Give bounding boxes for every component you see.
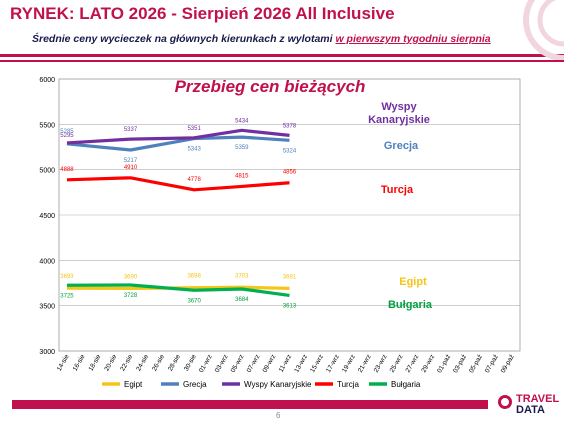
decorative-globe-icon [523, 0, 564, 60]
page-title: RYNEK: LATO 2026 - Sierpień 2026 All Inc… [10, 4, 395, 23]
data-label: 3703 [235, 273, 249, 279]
chart-title: Przebieg cen bieżących [175, 77, 366, 96]
x-tick-label: 26-sie [151, 353, 166, 372]
x-tick-label: 18-sie [88, 353, 103, 372]
x-tick-label: 03-wrz [214, 354, 230, 374]
x-tick-label: 20-sie [103, 353, 118, 372]
logo-line1: TRAVEL [516, 393, 560, 405]
x-tick-label: 09-paź [500, 354, 516, 375]
data-label: 3725 [60, 293, 74, 299]
header-rule-top [0, 54, 564, 57]
data-label: 4856 [283, 170, 297, 176]
legend: Egipt Grecja Wyspy Kanaryjskie Turcja Bułgar… [102, 380, 421, 389]
footer-bar [12, 400, 488, 409]
logo-ring-icon [498, 395, 512, 409]
x-tick-label: 25-wrz [389, 354, 405, 374]
legend-label: Bułgaria [391, 380, 421, 389]
x-tick-label: 15-wrz [309, 354, 325, 374]
page-subtitle: Średnie ceny wycieczek na głównych kieru… [32, 33, 491, 45]
data-label: 5351 [187, 126, 201, 132]
data-label: 3690 [124, 274, 138, 280]
series-side-label: Bułgaria [388, 299, 433, 311]
x-tick-label: 13-wrz [293, 354, 309, 374]
data-label: 3670 [187, 298, 201, 304]
y-tick-label: 5000 [39, 168, 55, 175]
y-tick-label: 3500 [39, 304, 55, 311]
page-number: 6 [276, 411, 281, 420]
x-tick-label: 22-sie [119, 353, 134, 372]
header-rule-bottom [0, 60, 564, 62]
x-tick-label: 11-wrz [278, 354, 294, 374]
x-tick-label: 29-wrz [420, 354, 436, 374]
x-tick-label: 03-paź [452, 354, 468, 375]
x-tick-label: 01-wrz [198, 354, 214, 374]
data-label: 3613 [283, 303, 297, 309]
travel-data-logo: TRAVEL DATA [498, 393, 560, 419]
x-tick-label: 17-wrz [325, 354, 341, 374]
gridlines [59, 124, 520, 306]
series-line-Wyspy Kanaryjskie [66, 128, 290, 145]
x-tick-label: 14-sie [56, 353, 71, 372]
data-label: 3693 [60, 274, 74, 280]
x-tick-label: 07-paź [484, 353, 500, 374]
x-tick-label: 19-wrz [341, 354, 357, 374]
data-label: 5378 [283, 123, 297, 129]
y-tick-label: 5500 [39, 122, 55, 129]
data-label: 4910 [124, 165, 138, 171]
x-tick-label: 30-sie [183, 353, 198, 372]
data-label: 4888 [60, 167, 74, 173]
series-side-labels: Egipt Grecja Wyspy Kanaryjskie Turcja Bułgari… [368, 101, 433, 311]
x-tick-label: 27-wrz [405, 354, 421, 374]
x-tick-label: 16-sie [72, 353, 87, 372]
x-tick-label: 21-wrz [357, 354, 373, 374]
x-tick-label: 01-paź [436, 354, 452, 375]
x-tick-label: 23-wrz [373, 354, 389, 374]
data-label: 4778 [187, 177, 201, 183]
series-line-Egipt [66, 285, 290, 291]
series-line-Bułgaria [66, 283, 290, 298]
legend-label: Turcja [337, 380, 359, 389]
series-side-label: Grecja [384, 140, 419, 152]
x-tick-label: 07-wrz [246, 354, 262, 374]
legend-label: Wyspy Kanaryjskie [244, 380, 312, 389]
data-label: 5337 [124, 127, 138, 133]
data-label: 5285 [60, 129, 74, 135]
data-labels: 3693 3690 3698 3703 3691 5285 5217 5343 5359 5324… [60, 118, 297, 309]
y-axis-ticks: 3000 3500 4000 4500 5000 5500 6000 [39, 77, 55, 356]
series-lines [66, 128, 290, 298]
logo-line2: DATA [516, 404, 545, 416]
series-side-label-line: Wyspy [381, 101, 417, 113]
data-label: 5217 [124, 158, 138, 164]
series-line-Turcja [66, 176, 290, 192]
x-tick-label: 09-wrz [262, 354, 278, 374]
data-label: 3684 [235, 297, 249, 303]
series-side-label: Wyspy Kanaryjskie [368, 101, 430, 126]
data-label: 3691 [283, 274, 297, 280]
y-tick-label: 4500 [39, 213, 55, 220]
x-axis-ticks: 14-sie 16-sie 18-sie 20-sie 22-sie 24-sie 26-s… [56, 353, 516, 374]
series-side-label-line: Kanaryjskie [368, 114, 430, 126]
data-label: 3698 [187, 274, 201, 280]
series-side-label: Turcja [381, 184, 414, 196]
legend-label: Grecja [183, 380, 207, 389]
data-label: 5359 [235, 145, 249, 151]
data-label: 4815 [235, 173, 249, 179]
series-side-label: Egipt [399, 276, 427, 288]
subtitle-underlined: w pierwszym tygodniu sierpnia [335, 33, 491, 45]
legend-label: Egipt [124, 380, 143, 389]
subtitle-text: Średnie ceny wycieczek na głównych kieru… [32, 33, 336, 45]
data-label: 5434 [235, 118, 249, 124]
x-tick-label: 05-wrz [230, 354, 246, 374]
y-tick-label: 3000 [39, 349, 55, 356]
y-tick-label: 6000 [39, 77, 55, 84]
x-tick-label: 28-sie [167, 353, 182, 372]
data-label: 5295 [60, 133, 74, 139]
x-tick-label: 24-sie [135, 353, 150, 372]
y-tick-label: 4000 [39, 258, 55, 265]
data-label: 5343 [187, 147, 201, 153]
data-label: 5324 [283, 148, 297, 154]
x-tick-label: 05-paź [468, 354, 484, 375]
data-label: 3728 [124, 293, 138, 299]
